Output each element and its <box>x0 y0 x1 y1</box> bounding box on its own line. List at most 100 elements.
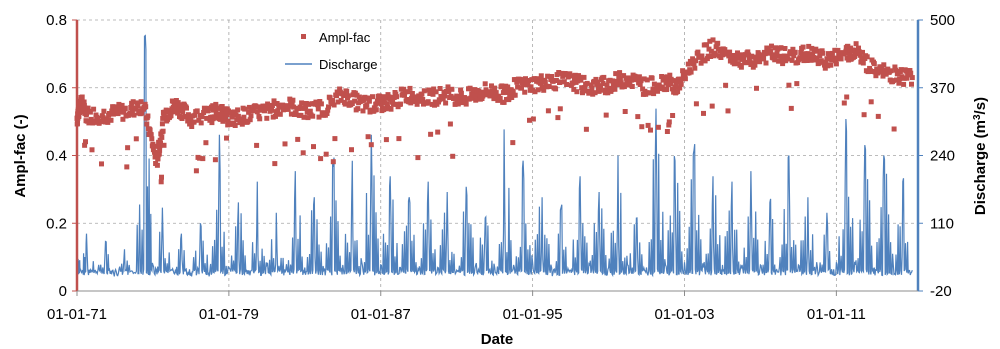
ampl-fac-point <box>133 106 138 112</box>
ampl-fac-point <box>722 47 728 53</box>
ampl-fac-point <box>645 122 651 128</box>
ampl-fac-point <box>159 174 164 180</box>
ampl-fac-point <box>600 81 606 86</box>
ampl-fac-point <box>664 87 669 92</box>
ampl-fac-point <box>638 78 644 84</box>
ampl-fac-point <box>303 104 309 110</box>
ampl-fac-point <box>394 94 400 100</box>
ampl-fac-point <box>909 81 914 87</box>
ampl-fac-point <box>621 73 627 79</box>
ampl-fac-point <box>856 49 862 55</box>
ampl-fac-point <box>364 102 370 108</box>
ampl-fac-point <box>523 76 528 82</box>
ampl-fac-point <box>366 98 372 104</box>
ampl-fac-point <box>535 87 541 93</box>
ampl-fac-point <box>752 62 758 68</box>
ampl-fac-point <box>609 87 615 93</box>
ampl-fac-point <box>330 159 336 165</box>
ampl-fac-point <box>746 52 752 58</box>
ampl-fac-point <box>659 74 665 79</box>
ampl-fac-point <box>280 102 286 108</box>
ampl-fac-point <box>193 168 199 174</box>
ampl-fac-point <box>864 54 870 60</box>
ampl-fac-point <box>269 103 275 108</box>
ampl-fac-point <box>145 113 151 119</box>
ampl-fac-point <box>833 61 839 67</box>
ampl-fac-point <box>789 57 795 63</box>
ampl-fac-point <box>660 77 666 83</box>
ampl-fac-point <box>415 155 421 161</box>
ampl-fac-point <box>76 113 82 119</box>
x-axis-title: Date <box>481 331 514 348</box>
ampl-fac-point <box>583 126 589 132</box>
ampl-fac-point <box>530 116 536 122</box>
ampl-fac-point <box>408 100 414 106</box>
legend: Ampl-fac Discharge <box>285 30 378 72</box>
ampl-fac-point <box>817 53 823 59</box>
ampl-fac-point <box>595 79 600 85</box>
ampl-fac-point <box>505 84 511 90</box>
ampl-fac-point <box>532 89 538 95</box>
ampl-fac-point <box>337 86 343 92</box>
ampl-fac-point <box>572 72 578 78</box>
ampl-fac-point <box>121 109 127 115</box>
y-right-tick-label: 500 <box>930 12 955 29</box>
ampl-fac-point <box>757 59 763 65</box>
ampl-fac-point <box>612 86 618 92</box>
ampl-fac-point <box>383 137 389 143</box>
ampl-fac-point <box>421 88 427 94</box>
x-tick-label: 01-01-79 <box>199 306 259 323</box>
ampl-fac-point <box>158 179 164 185</box>
ampl-fac-point <box>701 110 706 116</box>
ampl-fac-point <box>832 47 838 53</box>
ampl-fac-point <box>743 60 749 66</box>
ampl-fac-point <box>98 119 104 124</box>
ampl-fac-point <box>738 64 744 70</box>
ampl-fac-point <box>144 121 150 127</box>
ampl-fac-point <box>199 114 205 120</box>
ampl-fac-point <box>417 98 422 104</box>
ampl-fac-point <box>248 113 254 119</box>
ampl-fac-point <box>861 112 867 118</box>
ampl-fac-point <box>269 107 275 113</box>
ampl-fac-point <box>310 113 316 119</box>
ampl-fac-point <box>603 112 609 118</box>
ampl-fac-point <box>829 50 835 56</box>
ampl-fac-point <box>108 117 114 123</box>
ampl-fac-point <box>853 41 859 47</box>
ampl-fac-point <box>850 47 856 53</box>
ampl-fac-point <box>896 80 902 86</box>
ampl-fac-point <box>875 113 881 119</box>
tick-labels: 0 0.2 0.4 0.6 0.8 -20 110 240 370 500 01-01-71 01-0… <box>46 12 955 323</box>
ampl-fac-point <box>501 99 507 105</box>
ampl-fac-point <box>512 92 518 98</box>
ampl-fac-point <box>373 107 379 113</box>
ampl-fac-point <box>577 74 583 80</box>
ampl-fac-point <box>231 109 237 115</box>
ampl-fac-point <box>271 98 277 104</box>
ampl-fac-point <box>526 78 532 83</box>
ampl-fac-point <box>553 78 559 83</box>
ampl-fac-point <box>664 74 670 80</box>
ampl-fac-point <box>570 80 576 86</box>
ampl-fac-point <box>275 108 281 114</box>
ampl-fac-point <box>443 100 449 106</box>
ampl-fac-point <box>377 93 383 99</box>
ampl-fac-point <box>85 105 91 111</box>
ampl-fac-point <box>401 86 407 92</box>
ampl-fac-point <box>148 132 154 138</box>
ampl-fac-point <box>635 114 641 120</box>
ampl-fac-point <box>613 71 619 77</box>
ampl-fac-point <box>315 102 320 108</box>
ampl-fac-point <box>254 142 260 148</box>
ampl-fac-point <box>745 49 751 55</box>
ampl-fac-point <box>430 91 436 97</box>
ampl-fac-point <box>699 53 705 59</box>
ampl-fac-point <box>880 73 886 79</box>
ampl-fac-point <box>784 53 790 59</box>
ampl-fac-point <box>788 105 794 111</box>
ampl-fac-point <box>828 62 834 68</box>
ampl-fac-point <box>538 73 544 79</box>
ampl-fac-point <box>644 77 650 83</box>
